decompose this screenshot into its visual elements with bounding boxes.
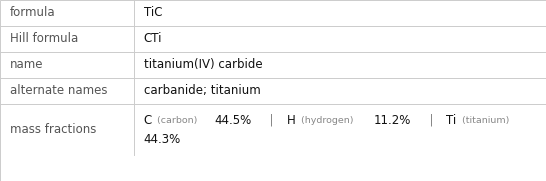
Text: 11.2%: 11.2% xyxy=(373,114,411,127)
Text: C: C xyxy=(144,114,152,127)
Text: |: | xyxy=(262,114,281,127)
Text: 44.3%: 44.3% xyxy=(144,133,181,146)
Text: 44.5%: 44.5% xyxy=(214,114,251,127)
Text: H: H xyxy=(287,114,295,127)
Text: mass fractions: mass fractions xyxy=(10,123,96,136)
Text: CTi: CTi xyxy=(144,32,162,45)
Text: name: name xyxy=(10,58,43,71)
Text: |: | xyxy=(422,114,441,127)
Text: carbanide; titanium: carbanide; titanium xyxy=(144,84,260,97)
Text: (hydrogen): (hydrogen) xyxy=(298,116,357,125)
Text: alternate names: alternate names xyxy=(10,84,108,97)
Text: titanium(IV) carbide: titanium(IV) carbide xyxy=(144,58,262,71)
Text: (titanium): (titanium) xyxy=(459,116,513,125)
Text: Ti: Ti xyxy=(446,114,456,127)
Text: (carbon): (carbon) xyxy=(154,116,200,125)
Text: TiC: TiC xyxy=(144,7,162,19)
Text: Hill formula: Hill formula xyxy=(10,32,78,45)
Text: formula: formula xyxy=(10,7,56,19)
